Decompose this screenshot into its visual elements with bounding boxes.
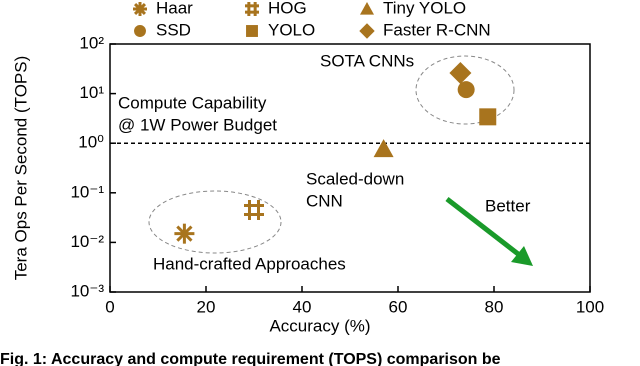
marker-triangle [373,139,394,158]
annotation: Better [485,196,531,215]
marker-hash [245,2,259,16]
legend-label: Tiny YOLO [383,0,466,17]
marker-square [479,108,497,126]
marker-stroke [176,225,193,242]
annotation: Compute Capability [118,93,267,112]
marker-triangle [360,2,374,15]
annotation: @ 1W Power Budget [118,115,277,134]
y-tick-label: 10⁻² [70,232,104,251]
legend-label: HOG [268,0,307,17]
marker-circle [134,25,146,37]
marker-shape [246,25,258,37]
marker-shape [449,62,472,85]
annotation: Scaled-down [306,169,404,188]
annotation: CNN [306,191,343,210]
x-tick-label: 100 [576,297,604,316]
marker-shape [479,108,497,126]
x-tick-label: 80 [485,297,504,316]
legend-label: YOLO [268,20,315,39]
better-arrow [445,197,524,259]
y-tick-label: 10¹ [79,83,104,102]
marker-shape [359,23,375,39]
caption: Fig. 1: Accuracy and compute requirement… [0,351,501,366]
better-arrowhead [511,246,533,266]
handcrafted-ellipse [148,190,282,254]
marker-asterisk [174,223,195,244]
marker-square [246,25,258,37]
marker-stroke [133,2,147,16]
x-axis-label: Accuracy (%) [269,316,370,335]
legend-label: Faster R-CNN [383,20,491,39]
legend-label: SSD [156,20,191,39]
y-tick-label: 10⁰ [78,133,104,152]
plot-frame [109,43,591,293]
marker-diamond [449,62,472,85]
x-tick-label: 0 [105,297,114,316]
y-tick-label: 10⁻¹ [70,182,104,201]
y-tick-label: 10⁻³ [70,281,104,300]
annotation: SOTA CNNs [320,51,414,70]
y-axis-label: Tera Ops Per Second (TOPS) [11,56,30,281]
x-tick-label: 40 [293,297,312,316]
marker-shape [360,2,374,15]
marker-circle [457,81,475,99]
legend-label: Haar [156,0,193,17]
marker-hash [244,200,264,221]
x-tick-label: 20 [197,297,216,316]
x-tick-label: 60 [389,297,408,316]
marker-shape [457,81,475,99]
marker-shape [373,139,394,158]
y-tick-label: 10² [79,33,104,52]
marker-asterisk [133,2,147,16]
marker-shape [134,25,146,37]
sota-ellipse [415,55,515,125]
annotation: Hand-crafted Approaches [153,254,346,273]
marker-diamond [359,23,375,39]
